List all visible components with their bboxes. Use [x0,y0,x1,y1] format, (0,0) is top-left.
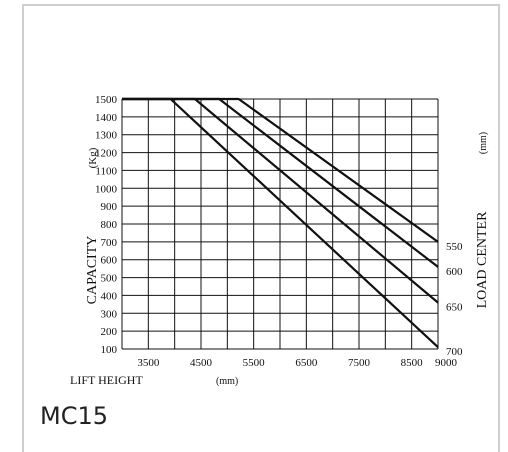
y-tick-label: 1400 [95,112,118,124]
x-tick-label: 6500 [295,357,318,369]
x-tick-label: 3500 [137,357,160,369]
y-tick-label: 300 [101,308,118,320]
y-tick-label: 1200 [95,148,118,160]
chart-frame [22,4,500,452]
right-axis-label: LOAD CENTER [475,211,490,308]
tick-labels: 100 200 300 400 500 600 700 800 900 1000 1100 1200 1… [95,94,458,369]
y-tick-label: 1000 [95,183,118,195]
series-label: 550 [446,241,463,253]
series-lines [122,97,439,349]
right-unit-label: (mm) [478,132,489,154]
series-labels: 550 600 650 700 [446,241,463,358]
x-tick-label: 9000 [435,357,458,369]
y-tick-label: 100 [101,344,118,356]
y-tick-label: 900 [101,201,118,213]
series-line [122,97,439,349]
model-label: MC15 [40,402,109,430]
y-tick-label: 600 [101,255,118,267]
y-tick-label: 400 [101,290,118,302]
grid [121,98,439,350]
y-tick-label: 800 [101,219,118,231]
series-label: 700 [446,346,463,358]
y-tick-label: 1500 [95,94,118,106]
y-unit-label: (Kg) [87,147,99,168]
x-tick-label: 5500 [243,357,266,369]
x-tick-label: 4500 [190,357,213,369]
y-tick-label: 1300 [95,130,118,142]
y-tick-label: 1100 [95,165,117,177]
y-tick-label: 700 [101,237,118,249]
y-axis-label: CAPACITY [85,236,100,305]
x-unit-label: (mm) [216,376,238,387]
y-tick-label: 200 [101,326,118,338]
series-label: 650 [446,302,463,314]
x-tick-label: 7500 [348,357,371,369]
x-axis-label: LIFT HEIGHT [70,373,143,387]
y-tick-label: 500 [101,273,118,285]
series-label: 600 [446,266,463,278]
x-tick-label: 8500 [401,357,424,369]
